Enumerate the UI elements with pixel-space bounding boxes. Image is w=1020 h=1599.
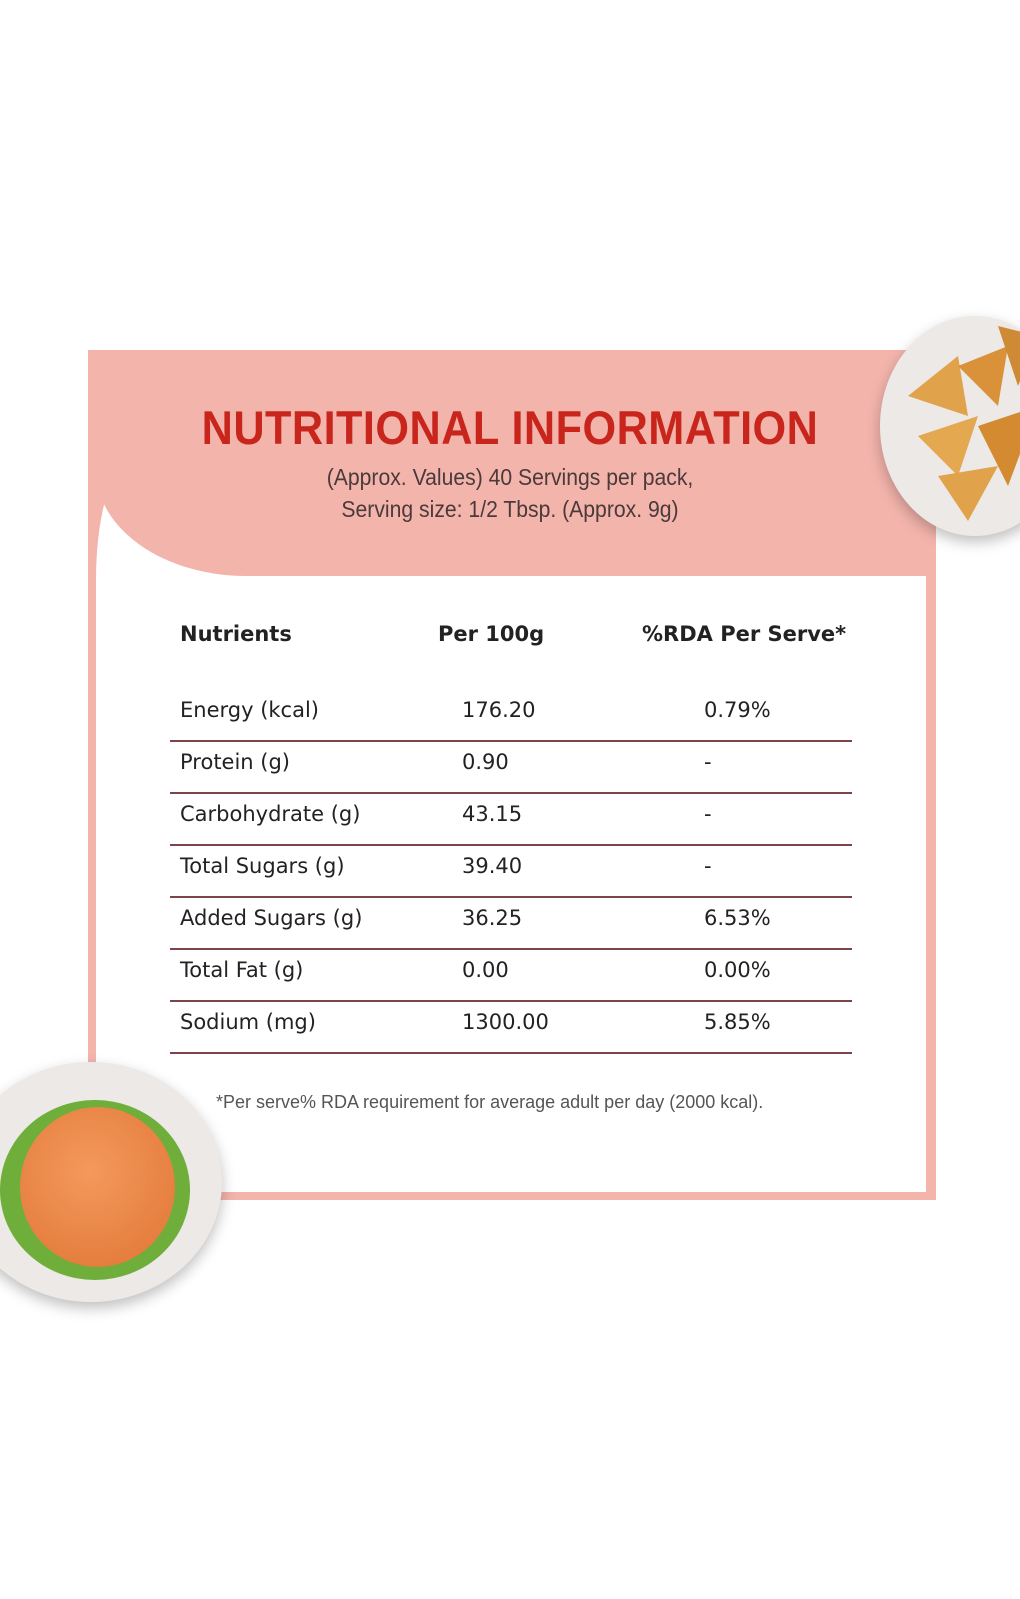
rda-value: -	[704, 750, 712, 774]
nutrient-name: Protein (g)	[180, 750, 291, 774]
col-header-per100g: Per 100g	[438, 622, 545, 646]
col-header-rda: %RDA Per Serve*	[642, 622, 847, 646]
samosa-plate-image	[880, 316, 1020, 536]
table-row: Added Sugars (g) 36.25 6.53%	[170, 896, 852, 950]
nutrient-name: Sodium (mg)	[180, 1010, 316, 1034]
nutrient-name: Carbohydrate (g)	[180, 802, 361, 826]
nutrient-name: Added Sugars (g)	[180, 906, 363, 930]
footnote: *Per serve% RDA requirement for average …	[216, 1092, 764, 1112]
per-100g-value: 0.00	[462, 958, 509, 982]
per-100g-value: 43.15	[462, 802, 523, 826]
col-header-nutrients: Nutrients	[180, 622, 292, 646]
table-row: Total Fat (g) 0.00 0.00%	[170, 948, 852, 1002]
burger-plate-image	[0, 1062, 222, 1302]
per-100g-value: 36.25	[462, 906, 523, 930]
subtitle-servings: (Approx. Values) 40 Servings per pack,	[326, 464, 694, 490]
table-row: Carbohydrate (g) 43.15 -	[170, 792, 852, 846]
per-100g-value: 0.90	[462, 750, 509, 774]
rda-value: 6.53%	[704, 906, 771, 930]
samosa-icon	[908, 326, 1020, 521]
rda-value: 5.85%	[704, 1010, 771, 1034]
burger-bun-icon	[20, 1107, 175, 1267]
table-row: Energy (kcal) 176.20 0.79%	[170, 688, 852, 742]
table-row: Sodium (mg) 1300.00 5.85%	[170, 1000, 852, 1054]
per-100g-value: 39.40	[462, 854, 523, 878]
rda-value: 0.00%	[704, 958, 771, 982]
rda-value: -	[704, 802, 712, 826]
nutrient-name: Total Sugars (g)	[180, 854, 345, 878]
nutrient-name: Total Fat (g)	[180, 958, 304, 982]
page-title: NUTRITIONAL INFORMATION	[201, 401, 819, 454]
rda-value: -	[704, 854, 712, 878]
table-row: Protein (g) 0.90 -	[170, 740, 852, 794]
nutrient-name: Energy (kcal)	[180, 698, 319, 722]
per-100g-value: 176.20	[462, 698, 536, 722]
per-100g-value: 1300.00	[462, 1010, 549, 1034]
subtitle-serving-size: Serving size: 1/2 Tbsp. (Approx. 9g)	[341, 496, 679, 522]
panel-body	[96, 574, 926, 1192]
table-row: Total Sugars (g) 39.40 -	[170, 844, 852, 898]
rda-value: 0.79%	[704, 698, 771, 722]
